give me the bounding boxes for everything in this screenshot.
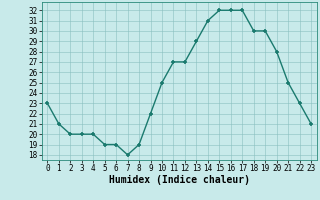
X-axis label: Humidex (Indice chaleur): Humidex (Indice chaleur) (109, 175, 250, 185)
